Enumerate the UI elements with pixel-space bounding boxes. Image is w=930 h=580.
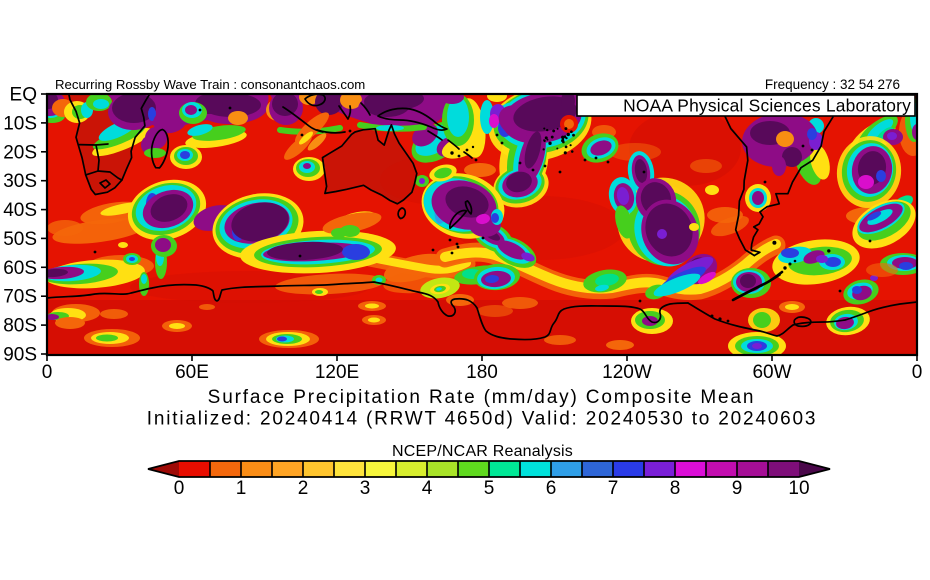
svg-text:20S: 20S (3, 142, 37, 163)
svg-text:9: 9 (732, 478, 743, 499)
svg-text:60E: 60E (175, 362, 209, 383)
svg-text:60W: 60W (752, 362, 791, 383)
svg-text:10S: 10S (3, 113, 37, 134)
svg-text:Surface Precipitation Rate (mm: Surface Precipitation Rate (mm/day) Comp… (208, 387, 756, 408)
svg-text:120W: 120W (602, 362, 652, 383)
svg-text:60S: 60S (3, 258, 37, 279)
svg-text:NOAA Physical Sciences Laborat: NOAA Physical Sciences Laboratory (623, 96, 911, 116)
svg-text:0: 0 (42, 362, 53, 383)
svg-text:50S: 50S (3, 229, 37, 250)
svg-text:1: 1 (236, 478, 247, 499)
svg-text:4: 4 (422, 478, 433, 499)
svg-text:Recurring Rossby Wave Train :: Recurring Rossby Wave Train : consonantc… (55, 77, 365, 92)
svg-text:Initialized: 20240414 (RRWT 46: Initialized: 20240414 (RRWT 4650d) Valid… (147, 409, 817, 430)
svg-text:NCEP/NCAR Reanalysis: NCEP/NCAR Reanalysis (392, 443, 573, 460)
svg-text:40S: 40S (3, 200, 37, 221)
svg-text:2: 2 (298, 478, 309, 499)
svg-text:EQ: EQ (10, 85, 37, 106)
svg-text:Frequency : 32 54 276: Frequency : 32 54 276 (765, 77, 900, 92)
svg-text:80S: 80S (3, 316, 37, 337)
svg-text:3: 3 (360, 478, 371, 499)
svg-text:6: 6 (546, 478, 557, 499)
svg-text:120E: 120E (315, 362, 359, 383)
svg-text:8: 8 (670, 478, 681, 499)
svg-text:7: 7 (608, 478, 619, 499)
svg-text:5: 5 (484, 478, 495, 499)
svg-text:70S: 70S (3, 287, 37, 308)
svg-text:90S: 90S (3, 345, 37, 366)
svg-text:10: 10 (788, 478, 809, 499)
svg-text:0: 0 (174, 478, 185, 499)
svg-text:180: 180 (466, 362, 498, 383)
svg-text:0: 0 (912, 362, 923, 383)
svg-text:30S: 30S (3, 171, 37, 192)
